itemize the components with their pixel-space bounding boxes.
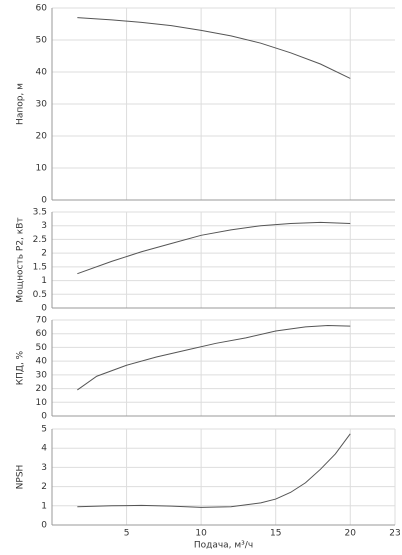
y-tick-label: 20 [36,384,48,394]
y-axis-label: Напор, м [16,83,26,125]
y-tick-label: 0.5 [33,290,47,300]
y-tick-label: 2.5 [33,235,47,245]
y-tick-label: 3 [41,221,47,231]
y-tick-label: 2 [41,249,47,259]
y-tick-label: 50 [36,36,48,46]
x-axis-label: Подача, м³/ч [194,541,253,551]
x-tick-label: 10 [195,529,207,539]
x-tick-label: 20 [345,529,357,539]
y-tick-label: 1 [41,501,47,511]
x-tick-label: 15 [270,529,281,539]
y-axis-label: Мощность P2, кВт [16,217,26,302]
y-tick-label: 1 [41,276,47,286]
y-tick-label: 0 [41,304,47,314]
y-tick-label: 4 [41,444,47,454]
y-tick-label: 3.5 [33,208,47,218]
y-tick-label: 30 [36,370,48,380]
line [77,17,351,79]
y-tick-label: 40 [36,357,48,367]
y-tick-label: 1.5 [33,262,47,272]
y-axis-label: КПД, % [16,350,26,385]
y-tick-label: 10 [36,164,48,174]
y-tick-label: 70 [36,316,48,326]
y-tick-label: 0 [41,412,47,422]
y-tick-label: 60 [36,4,48,14]
y-tick-label: 3 [41,463,47,473]
y-tick-label: 30 [36,100,48,110]
y-tick-label: 20 [36,132,48,142]
y-tick-label: 10 [36,398,48,408]
y-axis-label: NPSH [16,465,26,490]
y-tick-label: 0 [41,521,47,531]
line [77,433,351,508]
x-tick-label: 5 [124,529,130,539]
y-tick-label: 60 [36,329,48,339]
y-tick-label: 2 [41,482,47,492]
y-tick-label: 50 [36,343,48,353]
line [77,324,351,391]
y-tick-label: 5 [41,425,47,435]
line [77,221,351,275]
y-tick-label: 40 [36,68,48,78]
y-tick-label: 0 [41,196,47,206]
x-tick-label: 23 [389,529,400,539]
